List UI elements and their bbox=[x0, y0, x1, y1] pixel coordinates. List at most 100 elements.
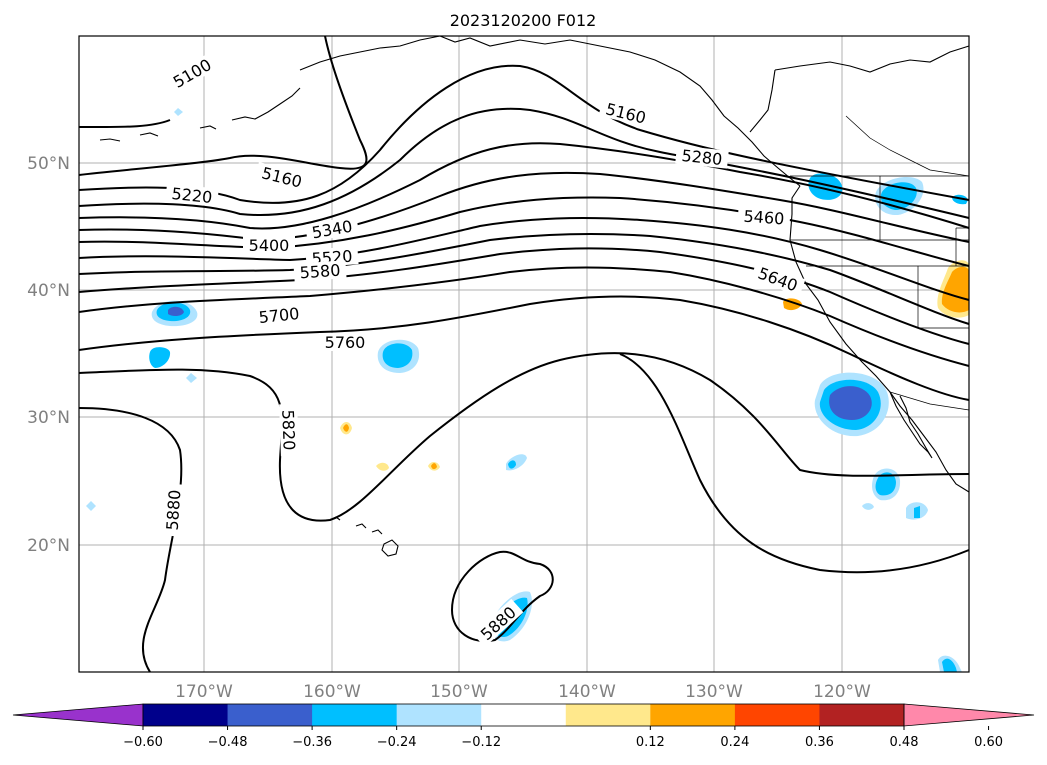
colorbar-tick-label: −0.36 bbox=[292, 735, 332, 750]
colorbar-tick-label: 0.60 bbox=[974, 735, 1003, 750]
shade-blue bbox=[875, 472, 896, 496]
colorbar-segment bbox=[481, 704, 567, 726]
colorbar-tick-label: −0.24 bbox=[377, 735, 417, 750]
contour-line bbox=[78, 35, 368, 176]
canada-province-border bbox=[845, 115, 970, 177]
colorbar-tick-label: 0.36 bbox=[805, 735, 834, 750]
canada-coast bbox=[774, 45, 970, 73]
latitude-labels: 50°N 40°N 30°N 20°N bbox=[27, 154, 70, 556]
label-mask bbox=[254, 161, 310, 193]
label-mask bbox=[293, 260, 347, 282]
label-mask bbox=[279, 403, 299, 457]
shade-light-blue bbox=[186, 373, 197, 383]
colorbar bbox=[12, 703, 1035, 727]
shade-dark-blue bbox=[829, 386, 872, 420]
label-mask bbox=[472, 598, 524, 648]
label-mask bbox=[598, 97, 654, 129]
contour-label: 5460 bbox=[743, 207, 785, 229]
hawaii-big-island bbox=[381, 539, 399, 557]
contour-label: 5700 bbox=[258, 304, 300, 327]
shade-orange bbox=[431, 463, 437, 470]
lon-label-120w: 120°W bbox=[813, 682, 871, 702]
contour-label: 5580 bbox=[299, 261, 341, 283]
shade-orange bbox=[941, 266, 969, 313]
label-mask bbox=[252, 303, 306, 327]
contour-line bbox=[78, 64, 970, 204]
lon-label-140w: 140°W bbox=[558, 682, 616, 702]
baja-coast bbox=[889, 391, 933, 459]
hawaii-island bbox=[371, 529, 383, 535]
contour-label: 5820 bbox=[278, 409, 298, 450]
contour-label: 5760 bbox=[325, 333, 366, 352]
colorbar-tick-label: 0.24 bbox=[720, 735, 749, 750]
aleutian-island bbox=[231, 87, 301, 121]
map-title: 2023120200 F012 bbox=[450, 11, 597, 30]
graticule bbox=[79, 36, 969, 672]
colorbar-tick-label: −0.48 bbox=[208, 735, 248, 750]
lat-label-40n: 40°N bbox=[27, 281, 70, 301]
lat-label-50n: 50°N bbox=[27, 154, 70, 174]
shade-blue bbox=[149, 347, 171, 368]
contour-line bbox=[78, 119, 171, 129]
colorbar-tick-label: −0.60 bbox=[123, 735, 163, 750]
contour-line bbox=[78, 142, 970, 230]
hawaii-island bbox=[355, 523, 367, 529]
shade-light-blue bbox=[86, 501, 96, 511]
lat-label-30n: 30°N bbox=[27, 408, 70, 428]
shade-blue bbox=[808, 173, 843, 200]
shade-light-blue bbox=[862, 503, 874, 510]
colorbar-segment bbox=[819, 704, 905, 726]
aleutian-island bbox=[139, 132, 159, 137]
us-mexico-border bbox=[889, 391, 970, 411]
political-borders bbox=[790, 115, 970, 411]
colorbar-segment bbox=[565, 704, 651, 726]
aleutian-island bbox=[99, 138, 121, 142]
colorbar-segment bbox=[143, 704, 229, 726]
contour-line bbox=[78, 232, 970, 325]
label-mask bbox=[319, 333, 371, 351]
label-mask bbox=[164, 52, 220, 94]
label-mask bbox=[162, 483, 184, 537]
contour-line bbox=[78, 352, 970, 522]
contour-line bbox=[78, 295, 970, 401]
contour-labels: 5100 5160 5160 5220 5280 5340 5400 5460 … bbox=[162, 52, 806, 648]
shade-orange bbox=[343, 424, 349, 432]
colorbar-segment bbox=[227, 704, 313, 726]
contour-line bbox=[78, 266, 970, 367]
lon-label-150w: 150°W bbox=[430, 682, 488, 702]
shade-blue bbox=[382, 343, 413, 368]
colorbar-segment bbox=[312, 704, 398, 726]
label-mask bbox=[737, 206, 791, 228]
contour-line bbox=[78, 171, 970, 243]
colorbar-segment bbox=[734, 704, 820, 726]
lon-label-160w: 160°W bbox=[303, 682, 361, 702]
shade-blue bbox=[508, 460, 516, 469]
shade-dark-blue bbox=[168, 306, 184, 317]
colorbar-extend-low bbox=[12, 703, 144, 727]
shade-blue bbox=[942, 658, 957, 672]
contour-label: 5220 bbox=[171, 184, 213, 207]
colorbar-outline bbox=[142, 703, 905, 727]
colorbar-segment bbox=[396, 704, 482, 726]
alaska-peninsula-coast bbox=[299, 35, 441, 71]
label-mask bbox=[304, 215, 360, 243]
contour-line bbox=[78, 247, 970, 345]
label-mask bbox=[165, 183, 219, 207]
aleutian-island bbox=[199, 125, 217, 130]
contour-line bbox=[619, 353, 970, 574]
colorbar-tick-label: 0.12 bbox=[636, 735, 665, 750]
colorbar-tick-label: 0.48 bbox=[890, 735, 919, 750]
contour-label: 5280 bbox=[681, 146, 723, 169]
alaska-coast bbox=[439, 35, 801, 187]
lon-label-170w: 170°W bbox=[175, 682, 233, 702]
colorbar-tick-labels: −0.60 −0.48 −0.36 −0.24 −0.12 0.12 0.24 0.36 0.4… bbox=[123, 726, 1003, 750]
map-frame-background bbox=[79, 36, 969, 672]
label-mask bbox=[750, 261, 806, 297]
canada-coast bbox=[749, 69, 776, 133]
shade-yellow bbox=[376, 462, 389, 471]
shade-blue bbox=[914, 506, 920, 518]
longitude-labels: 170°W 160°W 150°W 140°W 130°W 120°W bbox=[175, 682, 871, 702]
colorbar-tick-label: −0.12 bbox=[461, 735, 501, 750]
label-mask bbox=[675, 145, 729, 169]
map-frame bbox=[78, 35, 970, 673]
